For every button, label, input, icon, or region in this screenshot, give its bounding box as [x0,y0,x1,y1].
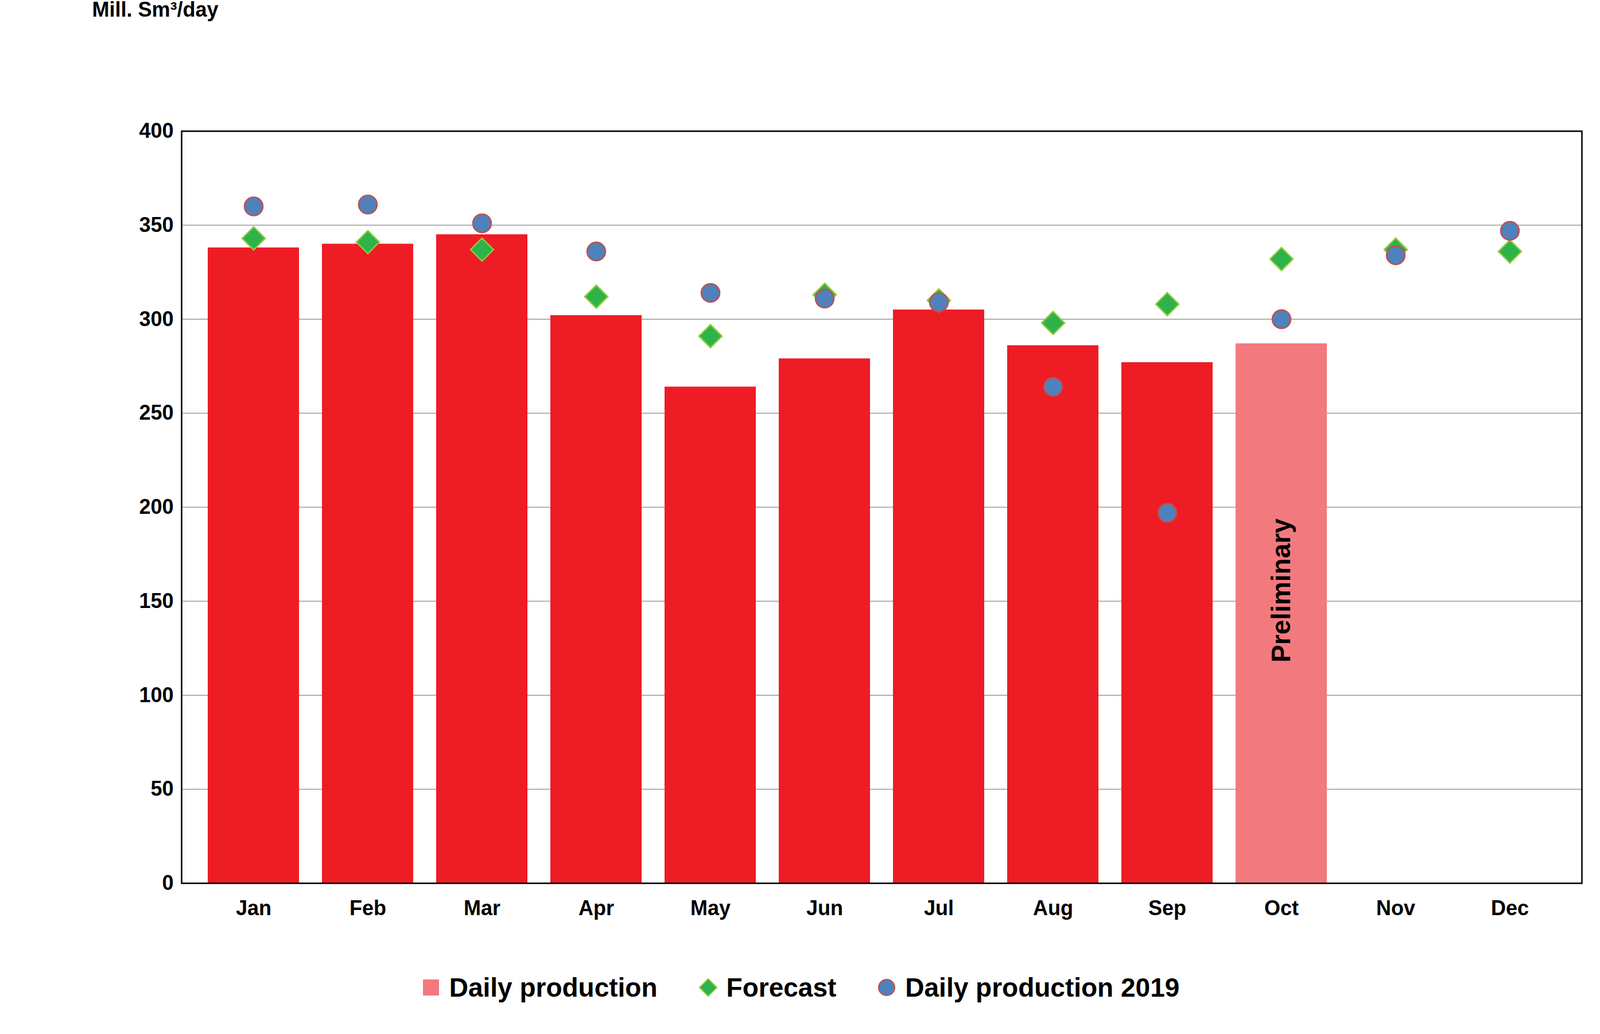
svg-text:0: 0 [161,870,174,895]
html-text:Daily production 2019: Daily production 2019 [905,972,1180,1003]
svg-text:Jul: Jul [923,895,954,920]
svg-text:Aug: Aug [1032,895,1074,920]
svg-text:250: 250 [138,400,174,425]
svg-text:May: May [690,895,731,920]
svg-text:400: 400 [138,118,174,143]
svg-text:300: 300 [138,307,174,331]
svg-text:Mill. Sm³/day: Mill. Sm³/day [92,0,219,22]
svg-text:150: 150 [138,588,174,613]
svg-text:50: 50 [150,776,174,800]
svg-text:Dec: Dec [1490,895,1529,920]
svg-text:Mar: Mar [463,895,501,920]
html-text:Daily production: Daily production [449,972,658,1003]
svg-text:Sep: Sep [1148,895,1187,920]
svg-text:Jan: Jan [235,895,272,920]
svg-text:Oct: Oct [1264,895,1299,920]
svg-text:Nov: Nov [1376,895,1416,920]
svg-text:200: 200 [138,494,174,519]
svg-text:100: 100 [138,682,174,707]
svg-text:Apr: Apr [578,895,615,920]
svg-text:350: 350 [138,212,174,237]
html-text:Forecast: Forecast [726,972,837,1003]
svg-text:Jun: Jun [806,895,844,920]
svg-text:Feb: Feb [349,895,387,920]
svg-text:Preliminary: Preliminary [1265,518,1296,663]
